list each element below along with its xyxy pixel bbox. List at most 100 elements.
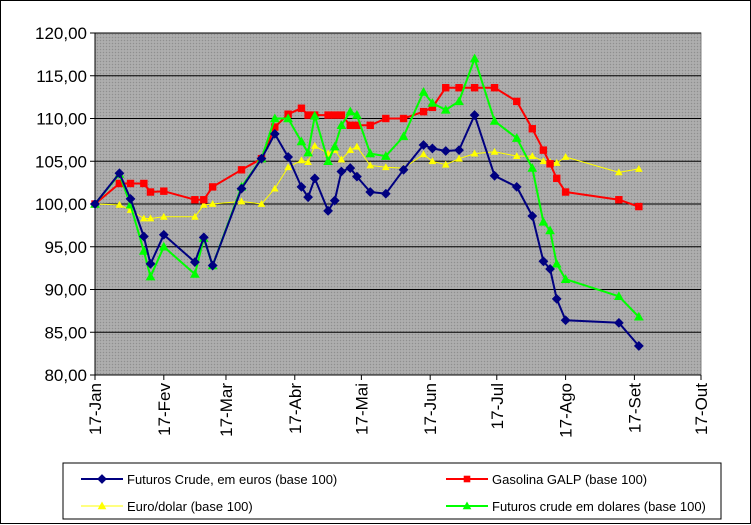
data-point <box>552 158 561 166</box>
data-point <box>399 114 408 123</box>
data-point <box>365 148 376 158</box>
data-point <box>615 196 623 204</box>
data-point <box>331 111 339 119</box>
data-point <box>633 311 644 321</box>
data-point <box>159 212 168 220</box>
data-point <box>560 274 571 283</box>
data-point <box>380 151 391 160</box>
data-point <box>324 111 332 119</box>
legend-label: Futuros crude em dolares (base 100) <box>492 499 706 514</box>
data-point <box>284 163 292 171</box>
data-point <box>614 291 624 301</box>
data-point <box>455 84 463 92</box>
data-point <box>303 192 314 203</box>
x-tick-label: 17-Fev <box>155 383 174 436</box>
data-point <box>454 145 464 156</box>
data-point <box>323 205 333 216</box>
data-point <box>469 110 480 120</box>
data-point <box>138 245 149 255</box>
data-point <box>309 173 320 184</box>
data-point <box>90 199 100 209</box>
data-point <box>345 163 356 173</box>
x-tick-label: 17-Jan <box>86 383 105 435</box>
y-tick-label: 120,00 <box>35 24 87 43</box>
data-point <box>297 156 306 164</box>
legend-entry: Gasolina GALP (base 100) <box>446 472 647 487</box>
data-point <box>366 161 375 169</box>
data-point <box>539 146 548 154</box>
data-point <box>381 163 390 171</box>
data-point <box>382 114 390 123</box>
data-point <box>146 214 155 222</box>
legend-swatch-marker <box>97 501 107 510</box>
data-point <box>440 104 451 114</box>
data-point <box>208 183 217 191</box>
legend-label: Gasolina GALP (base 100) <box>492 472 647 487</box>
data-point <box>454 96 464 106</box>
series-line <box>94 145 639 219</box>
data-point <box>633 341 644 351</box>
data-point <box>191 196 199 204</box>
data-point <box>283 152 294 162</box>
data-point <box>613 317 624 328</box>
data-point <box>366 121 374 130</box>
data-point <box>546 160 554 168</box>
y-tick-label: 100,00 <box>35 195 87 214</box>
data-point <box>441 160 450 168</box>
data-point <box>352 110 362 119</box>
data-point <box>489 116 500 125</box>
data-point <box>365 187 376 197</box>
data-point <box>512 152 521 160</box>
data-point <box>352 171 362 182</box>
data-point <box>139 214 148 222</box>
data-point <box>418 86 429 96</box>
axes: 80,00 85,00 90,00 95,00 100,00 105,00 110,00 11… <box>35 24 711 438</box>
data-point <box>442 84 450 92</box>
legend-box <box>62 462 722 520</box>
data-point <box>560 315 571 326</box>
y-tick-label: 105,00 <box>35 152 87 171</box>
legend: Futuros Crude, em euros (base 100) Gasoli… <box>62 462 722 520</box>
data-point <box>470 84 479 92</box>
y-tick-label: 85,00 <box>44 323 87 342</box>
data-point <box>269 113 280 123</box>
data-point <box>490 147 499 155</box>
data-point <box>398 164 409 175</box>
data-point <box>398 131 409 141</box>
data-point <box>269 128 280 139</box>
data-point <box>419 150 428 158</box>
data-point <box>283 113 293 123</box>
legend-entry: Futuros crude em dolares (base 100) <box>446 499 706 514</box>
data-point <box>336 120 347 130</box>
legend-swatch-marker <box>97 474 107 484</box>
data-point <box>304 158 312 166</box>
data-point <box>489 170 500 181</box>
data-point <box>158 241 169 251</box>
data-point <box>615 168 623 176</box>
data-point <box>160 187 168 195</box>
data-point <box>561 188 570 196</box>
series-3 <box>91 141 643 222</box>
data-point <box>237 166 246 174</box>
x-tick-label: 17-Jun <box>421 383 440 435</box>
data-point <box>270 184 279 192</box>
data-point <box>527 163 538 172</box>
data-point <box>208 199 217 207</box>
data-point <box>551 293 562 304</box>
data-point <box>346 121 354 130</box>
data-point <box>634 164 643 172</box>
data-point <box>158 229 169 240</box>
data-point <box>419 107 428 116</box>
data-point <box>345 106 356 116</box>
data-point <box>198 232 209 243</box>
data-point <box>191 212 199 220</box>
series-layer <box>90 53 644 351</box>
data-point <box>125 193 136 204</box>
data-point <box>337 155 346 163</box>
data-point <box>257 199 266 207</box>
data-point <box>126 179 135 188</box>
legend-swatch-marker <box>463 475 471 483</box>
data-point <box>427 143 438 154</box>
data-point <box>527 211 538 221</box>
